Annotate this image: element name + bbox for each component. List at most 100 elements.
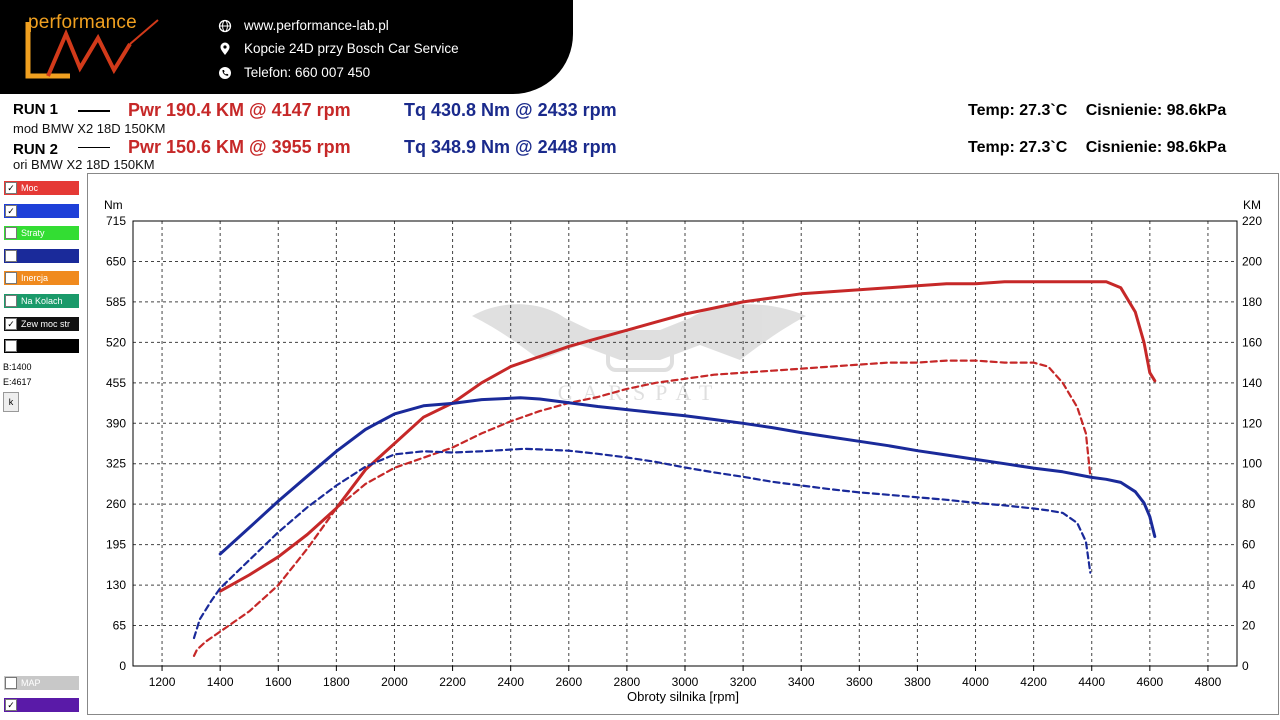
legend-label: Straty: [21, 228, 45, 239]
y-left-tick-label: 455: [106, 376, 126, 390]
run1-label: RUN 1: [13, 101, 59, 118]
x-tick-label: 2600: [555, 675, 582, 689]
run1-torque: Tq 430.8 Nm @ 2433 rpm: [404, 100, 617, 120]
checkbox[interactable]: ✓: [5, 204, 17, 217]
y-left-tick-label: 650: [106, 254, 126, 268]
series-line-2: [218, 396, 1157, 556]
checkbox[interactable]: [5, 295, 17, 307]
y-left-tick-label: 390: [106, 416, 126, 430]
y-right-tick-label: 0: [1242, 659, 1249, 673]
y-right-tick-label: 120: [1242, 416, 1262, 430]
phone-row: Telefon: 660 007 450: [218, 65, 370, 80]
y-right-tick-label: 100: [1242, 457, 1262, 471]
x-tick-label: 4200: [1020, 675, 1047, 689]
legend-item-1[interactable]: ✓: [4, 203, 79, 218]
y-right-tick-label: 220: [1242, 214, 1262, 228]
run1-line-sample: [78, 110, 110, 112]
website-row[interactable]: www.performance-lab.pl: [218, 18, 389, 33]
legend-item-5[interactable]: Na Kolach: [4, 294, 79, 308]
series-line-3: [192, 447, 1092, 640]
legend-item-7[interactable]: [4, 339, 79, 354]
legend-item-6[interactable]: ✓ Zew moc str: [4, 316, 79, 331]
phone-icon: [219, 66, 231, 79]
y-left-tick-label: 520: [106, 335, 126, 349]
y-right-tick-label: 40: [1242, 578, 1256, 592]
x-tick-label: 1200: [149, 675, 176, 689]
x-tick-label: 3400: [788, 675, 815, 689]
range-end: E:4617: [3, 377, 32, 387]
checkbox[interactable]: [5, 272, 17, 285]
y-left-tick-label: 715: [106, 214, 126, 228]
x-tick-label: 3200: [730, 675, 757, 689]
chart-frame: [87, 173, 1279, 715]
address-row: Kopcie 24D przy Bosch Car Service: [218, 41, 459, 56]
run1-description: mod BMW X2 18D 150KM: [13, 121, 166, 136]
x-tick-label: 2400: [497, 675, 524, 689]
legend-item-2[interactable]: Straty: [4, 226, 79, 241]
y-axis-right-label: KM: [1243, 198, 1261, 212]
checkbox[interactable]: [5, 677, 17, 689]
checkbox[interactable]: ✓: [5, 699, 17, 711]
run2-description: ori BMW X2 18D 150KM: [13, 157, 155, 172]
legend-item-0[interactable]: ✓ Moc: [4, 181, 79, 195]
location-pin-icon: [220, 42, 230, 55]
run2-environment: Temp: 27.3`C Cisnienie: 98.6kPa: [968, 139, 1240, 157]
y-right-tick-label: 80: [1242, 497, 1256, 511]
address-text: Kopcie 24D przy Bosch Car Service: [244, 41, 459, 56]
checkbox[interactable]: [5, 227, 17, 240]
phone-text: Telefon: 660 007 450: [244, 65, 371, 80]
run2-pressure: Cisnienie: 98.6kPa: [1085, 139, 1227, 156]
legend-item-3[interactable]: [4, 248, 79, 263]
legend-item-4[interactable]: Inercja: [4, 271, 79, 286]
k-button[interactable]: k: [3, 392, 19, 412]
x-tick-label: 1600: [265, 675, 292, 689]
run2-label: RUN 2: [13, 141, 59, 158]
y-right-tick-label: 160: [1242, 335, 1262, 349]
legend-bottom-item-0[interactable]: MAP: [4, 676, 79, 690]
x-tick-label: 1800: [323, 675, 350, 689]
chart-series: [192, 280, 1157, 658]
series-line-1: [192, 359, 1092, 658]
run1-power: Pwr 190.4 KM @ 4147 rpm: [128, 100, 351, 120]
checkbox[interactable]: [5, 249, 17, 262]
legend-label: MAP: [21, 678, 41, 688]
chart-grid: [133, 220, 1237, 666]
checkbox[interactable]: ✓: [5, 317, 17, 330]
checkbox[interactable]: ✓: [5, 182, 17, 194]
x-tick-label: 2200: [439, 675, 466, 689]
y-right-tick-label: 180: [1242, 295, 1262, 309]
series-line-0: [218, 280, 1157, 593]
header-banner: performance www.performance-lab.pl Kopci…: [0, 0, 573, 94]
legend-label: Zew moc str: [21, 318, 71, 329]
x-tick-label: 4000: [962, 675, 989, 689]
y-left-tick-label: 65: [113, 619, 127, 633]
y-left-tick-label: 195: [106, 538, 126, 552]
x-tick-label: 3000: [672, 675, 699, 689]
x-axis-label: Obroty silnika [rpm]: [627, 689, 739, 704]
y-left-tick-label: 0: [119, 659, 126, 673]
y-left-tick-label: 260: [106, 497, 126, 511]
y-right-tick-label: 60: [1242, 538, 1256, 552]
x-tick-label: 3600: [846, 675, 873, 689]
legend-label: Inercja: [21, 273, 49, 284]
y-right-tick-label: 20: [1242, 619, 1256, 633]
checkbox[interactable]: [5, 340, 17, 353]
website-text[interactable]: www.performance-lab.pl: [244, 18, 389, 33]
run2-torque: Tq 348.9 Nm @ 2448 rpm: [404, 137, 617, 157]
globe-icon: [218, 19, 232, 32]
y-right-tick-label: 140: [1242, 376, 1262, 390]
y-right-tick-label: 200: [1242, 254, 1262, 268]
run2-temp: Temp: 27.3`C: [968, 139, 1068, 156]
legend-bottom-item-1[interactable]: ✓: [4, 698, 79, 712]
logo-text: performance: [28, 12, 137, 33]
range-begin: B:1400: [3, 362, 32, 372]
x-tick-label: 2800: [614, 675, 641, 689]
y-left-tick-label: 130: [106, 578, 126, 592]
performance-lab-logo: [25, 19, 159, 79]
x-tick-label: 4400: [1078, 675, 1105, 689]
x-tick-label: 4600: [1136, 675, 1163, 689]
y-left-tick-label: 325: [106, 457, 126, 471]
y-axis-left-label: Nm: [104, 198, 123, 212]
y-left-tick-label: 585: [106, 295, 126, 309]
